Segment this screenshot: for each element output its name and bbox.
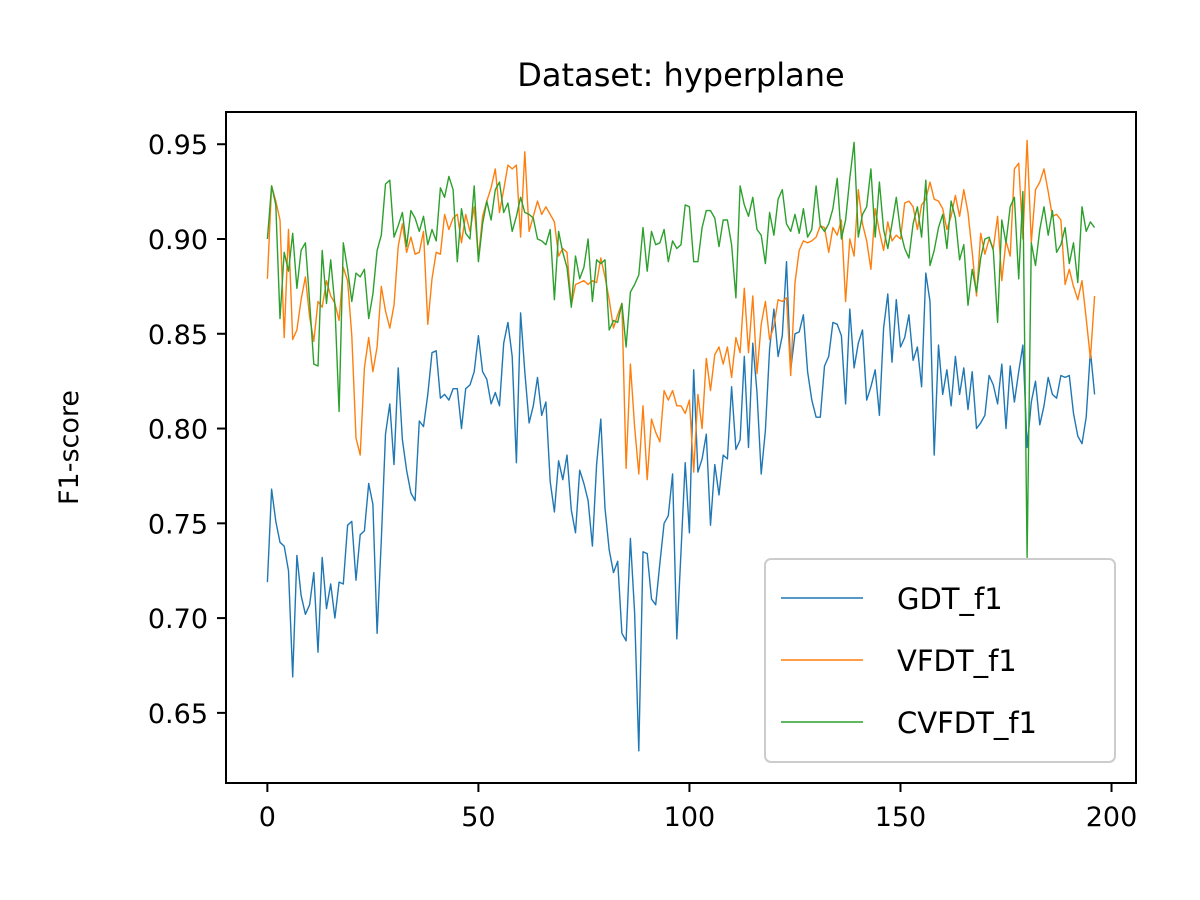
x-tick-label: 50: [461, 802, 495, 833]
y-tick-label: 0.80: [148, 415, 208, 446]
legend-label: VFDT_f1: [897, 644, 1017, 678]
y-axis-label: F1-score: [54, 390, 85, 505]
legend-box: [764, 558, 1116, 763]
series-line-gdt-f1: [266, 261, 1096, 752]
y-tick-label: 0.65: [148, 699, 208, 730]
series-line-vfdt-f1: [266, 139, 1096, 481]
y-tick-label: 0.95: [148, 130, 208, 161]
series-layer: [266, 139, 1096, 752]
x-tick-label: 0: [259, 802, 276, 833]
legend-label: CVFDT_f1: [897, 706, 1037, 740]
series-line-cvfdt-f1: [266, 141, 1096, 559]
legend-label: GDT_f1: [897, 582, 1003, 616]
x-tick-label: 100: [664, 802, 716, 833]
legend: GDT_f1 VFDT_f1 CVFDT_f1: [764, 558, 1116, 763]
x-axis: 0 50 100 150 200: [259, 783, 1138, 833]
y-axis: 0.65 0.70 0.75 0.80 0.85 0.90 0.95: [148, 130, 226, 730]
y-tick-label: 0.75: [148, 509, 208, 540]
y-tick-label: 0.90: [148, 225, 208, 256]
chart-title: Dataset: hyperplane: [517, 56, 844, 94]
y-tick-label: 0.70: [148, 604, 208, 635]
x-tick-label: 150: [875, 802, 927, 833]
plot-area-frame: [225, 111, 1137, 784]
y-tick-label: 0.85: [148, 320, 208, 351]
x-tick-label: 200: [1086, 802, 1138, 833]
